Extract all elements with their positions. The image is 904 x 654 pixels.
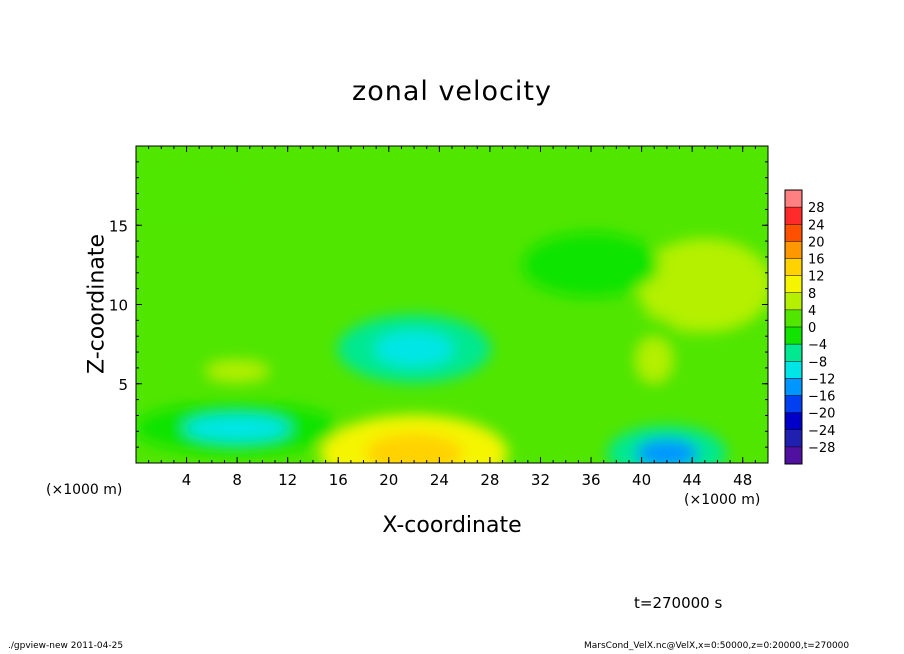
colorbar-swatch	[785, 258, 802, 277]
colorbar-label: −24	[808, 424, 835, 439]
colorbar-label: −28	[808, 441, 835, 456]
footer-program-date: ./gpview-new 2011-04-25	[8, 641, 124, 651]
colorbar-swatch	[785, 361, 802, 379]
x-tick-label: 40	[632, 471, 651, 489]
field-feature	[374, 331, 454, 367]
y-tick-label: 15	[109, 217, 128, 235]
colorbar-swatch	[785, 292, 802, 311]
x-tick-label: 20	[379, 471, 398, 489]
colorbar-label: 4	[808, 304, 816, 319]
colorbar-label: 12	[808, 270, 825, 285]
colorbar-label: 16	[808, 253, 825, 268]
field-feature	[206, 361, 269, 382]
colorbar-swatch	[785, 344, 802, 362]
colorbar-swatch	[785, 190, 802, 208]
colorbar-swatch	[785, 241, 802, 259]
x-unit-label-right: (×1000 m)	[684, 492, 761, 508]
velocity-field	[136, 146, 768, 463]
colorbar-label: −12	[808, 372, 835, 387]
colorbar-label: −20	[808, 407, 835, 422]
colorbar-label: 24	[808, 218, 825, 233]
field-feature	[184, 414, 291, 442]
x-axis-label: X-coordinate	[382, 513, 522, 538]
x-tick-label: 24	[430, 471, 449, 489]
x-tick-label: 44	[683, 471, 702, 489]
colorbar-label: 8	[808, 287, 816, 302]
x-tick-label: 12	[278, 471, 297, 489]
field-feature	[365, 433, 463, 463]
field-feature	[636, 337, 672, 383]
colorbar-label: −16	[808, 390, 835, 405]
colorbar-swatch	[785, 309, 802, 328]
y-tick-label: 10	[109, 297, 128, 315]
colorbar-swatch	[785, 327, 802, 345]
y-tick-label: 5	[118, 376, 128, 394]
x-tick-label: 8	[232, 471, 242, 489]
x-tick-label: 48	[733, 471, 752, 489]
colorbar-swatch	[785, 224, 802, 242]
colorbar: 28 24 20 16 12 8 4 0 −4 −8 −12 −16 −20 −24 −28	[784, 189, 835, 465]
chart-title: zonal velocity	[352, 76, 552, 107]
colorbar-swatch	[785, 429, 802, 448]
time-annotation: t=270000 s	[634, 594, 723, 612]
colorbar-swatch	[785, 275, 802, 294]
field-feature	[555, 248, 627, 282]
colorbar-label: 28	[808, 201, 825, 216]
colorbar-label: −4	[808, 338, 827, 353]
colorbar-label: 20	[808, 235, 825, 250]
x-tick-label: 16	[329, 471, 348, 489]
colorbar-swatch	[785, 378, 802, 396]
x-tick-label: 32	[531, 471, 550, 489]
x-tick-label: 36	[581, 471, 600, 489]
x-tick-label: 28	[480, 471, 499, 489]
colorbar-swatch	[785, 412, 802, 431]
field-feature	[669, 261, 741, 310]
footer-data-source: MarsCond_VelX.nc@VelX,x=0:50000,z=0:2000…	[584, 641, 850, 651]
colorbar-swatch	[785, 395, 802, 414]
colorbar-label: −8	[808, 355, 827, 370]
field-feature	[136, 171, 219, 216]
x-tick-label: 4	[182, 471, 192, 489]
x-unit-label-left: (×1000 m)	[46, 482, 123, 498]
field-feature	[635, 439, 698, 463]
colorbar-label: 0	[808, 321, 816, 336]
colorbar-swatch	[785, 207, 802, 225]
colorbar-swatch	[785, 446, 802, 465]
